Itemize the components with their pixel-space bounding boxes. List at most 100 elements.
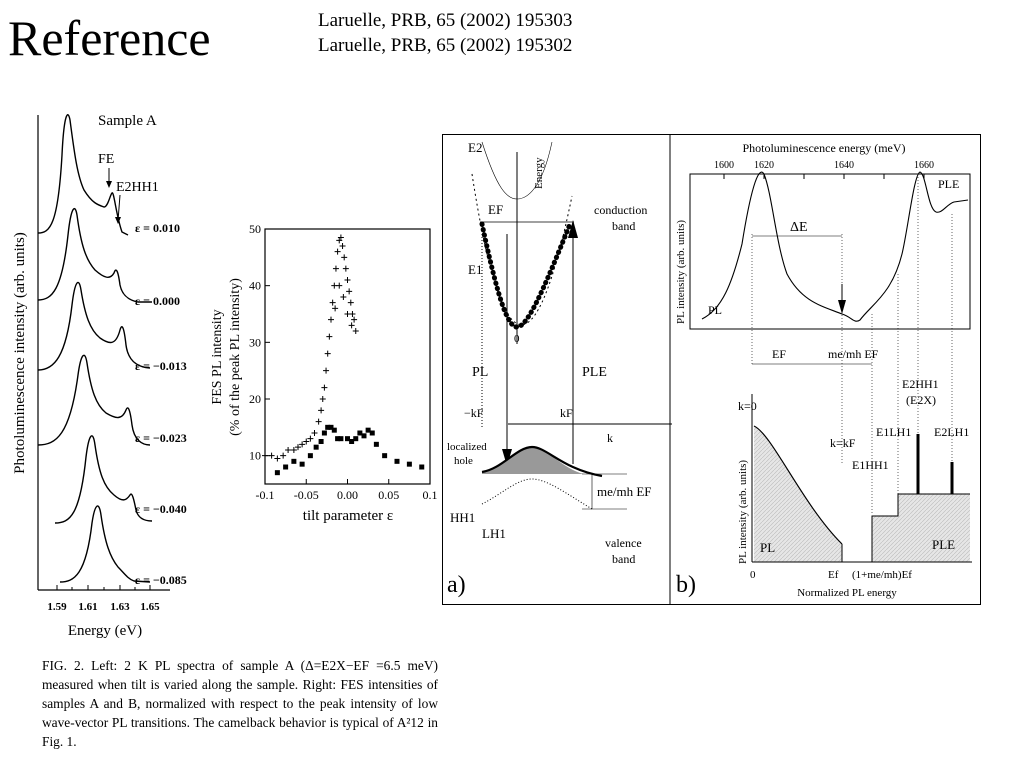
- square-data-point: [361, 433, 367, 439]
- fe-arrowhead: [106, 181, 112, 188]
- x-axis-label: tilt parameter ε: [303, 508, 393, 524]
- plus-data-point: [329, 299, 336, 306]
- square-data-point: [313, 444, 319, 450]
- x-tick-label: 1.65: [140, 601, 160, 613]
- pl-ple-spectrum: [701, 171, 969, 322]
- ple-step-curve: [871, 493, 970, 562]
- tilt-label: ε = −0.085: [135, 573, 187, 587]
- e2lh1-label: E2LH1: [934, 425, 969, 439]
- plus-data-point: [262, 452, 268, 459]
- sample-label: Sample A: [98, 113, 157, 129]
- plus-data-point: [311, 430, 318, 436]
- plus-data-point: [334, 248, 341, 255]
- square-data-point: [406, 461, 412, 467]
- hh1-band: [481, 445, 603, 478]
- fes-scatter-chart: 10 20 30 40 50 -0.1 -0.05 0.00 0.05 0.1 …: [210, 222, 438, 524]
- plus-data-point: [341, 254, 348, 261]
- panel-b: Photoluminescence energy (meV) 1600 1620…: [675, 141, 972, 599]
- me-mh-ef-label-b: me/mh EF: [828, 347, 879, 361]
- pl-curve: [753, 425, 843, 545]
- plus-data-point: [323, 367, 330, 374]
- square-data-point: [394, 458, 400, 464]
- minus-kf-label: −kF: [464, 406, 484, 420]
- guide-lines: [751, 174, 953, 514]
- plus-data-point: [332, 305, 339, 312]
- square-data-point: [419, 464, 425, 470]
- x-ticks: [264, 479, 431, 484]
- plus-data-point: [351, 316, 358, 323]
- plus-data-point: [352, 328, 359, 334]
- pl-fill-area: [754, 426, 842, 562]
- tilt-label: ε = −0.023: [135, 431, 187, 445]
- square-data-point: [369, 430, 375, 436]
- y-axis-label-line2: (% of the peak PL intensity): [228, 278, 243, 436]
- square-data-point: [382, 453, 388, 459]
- spectrum-curve: [59, 505, 151, 583]
- lh1-band: [481, 478, 593, 510]
- x-tick-label: 1.59: [47, 601, 67, 613]
- top-x-ticks: [723, 174, 925, 179]
- figure-caption: FIG. 2. Left: 2 K PL spectra of sample A…: [42, 658, 438, 749]
- bottom-x-axis-label: Normalized PL energy: [797, 587, 897, 599]
- tilt-label: ε = −0.013: [135, 359, 187, 373]
- y-ticks: [265, 228, 270, 457]
- x-tick-1-plus: (1+me/mh)Ef: [852, 569, 912, 581]
- plus-data-point: [339, 243, 346, 249]
- x-tick-zero: 0: [750, 569, 756, 581]
- y-tick-label: 20: [249, 392, 261, 406]
- zero-label: 0: [514, 333, 520, 345]
- spectrum-curve: [54, 435, 153, 524]
- plus-data-point: [307, 435, 314, 442]
- k-label: k: [607, 431, 613, 445]
- ple-fill-area: [872, 494, 970, 562]
- x-tick-label: -0.05: [294, 488, 319, 502]
- schematic-figure: Energy E2 EF E1 conduction band 0 k −kF …: [442, 134, 981, 605]
- x-ticks: [56, 585, 151, 590]
- square-data-point: [325, 424, 331, 430]
- y-tick-label: 30: [249, 335, 261, 349]
- plus-data-point: [285, 447, 292, 453]
- plus-data-point: [340, 294, 347, 300]
- plus-data-point: [337, 234, 344, 241]
- square-data-point: [349, 439, 355, 444]
- x-tick-ef: Ef: [828, 569, 839, 581]
- e2-label: E2: [468, 140, 482, 155]
- pl-spectra-figure: 1.59 1.61 1.63 1.65 Energy (eV) Photolum…: [12, 113, 187, 639]
- e2x-label: (E2X): [906, 393, 936, 407]
- reference-1: Laruelle, PRB, 65 (2002) 195303: [318, 10, 573, 31]
- plus-data-point: [347, 299, 354, 306]
- localized-hole-fill: [482, 447, 584, 474]
- kkf-label: k=kF: [830, 436, 856, 450]
- e2hh1-label: E2HH1: [116, 180, 159, 195]
- square-data-point: [299, 461, 305, 467]
- plus-data-point: [318, 407, 325, 414]
- ef-label: EF: [488, 202, 503, 217]
- y-tick-label: 50: [249, 222, 261, 236]
- y-tick-label: 40: [249, 279, 261, 293]
- energy-label: Energy: [533, 157, 545, 189]
- square-data-point: [373, 441, 379, 447]
- x-tick-label: 0.1: [423, 488, 438, 502]
- e2hh1-label-b: E2HH1: [902, 377, 939, 391]
- panel-a-label: a): [447, 572, 466, 598]
- square-data-point: [331, 427, 337, 433]
- spectrum-curve: [37, 354, 151, 446]
- square-data-point: [318, 439, 324, 444]
- figure-frame: [442, 134, 981, 605]
- square-data-point: [345, 436, 350, 442]
- y-axis-label: Photoluminescence intensity (arb. units): [12, 232, 28, 474]
- e1hh1-label: E1HH1: [852, 458, 889, 472]
- plus-data-point: [295, 444, 301, 451]
- e2hh1-arrowhead: [115, 217, 121, 224]
- localized-hole-label: hole: [454, 455, 473, 467]
- tilt-label: ε = −0.040: [135, 502, 187, 516]
- pl-top-label: PL: [708, 303, 722, 317]
- e1-label: E1: [468, 262, 482, 277]
- me-mh-ef-label: me/mh EF: [597, 484, 652, 499]
- ple-arrowhead: [568, 220, 578, 238]
- plus-data-point: [328, 316, 334, 323]
- pl-arrowhead: [502, 449, 512, 466]
- plus-data-point: [280, 452, 287, 459]
- valence-band-label: band: [612, 552, 635, 566]
- plus-data-point: [315, 418, 322, 425]
